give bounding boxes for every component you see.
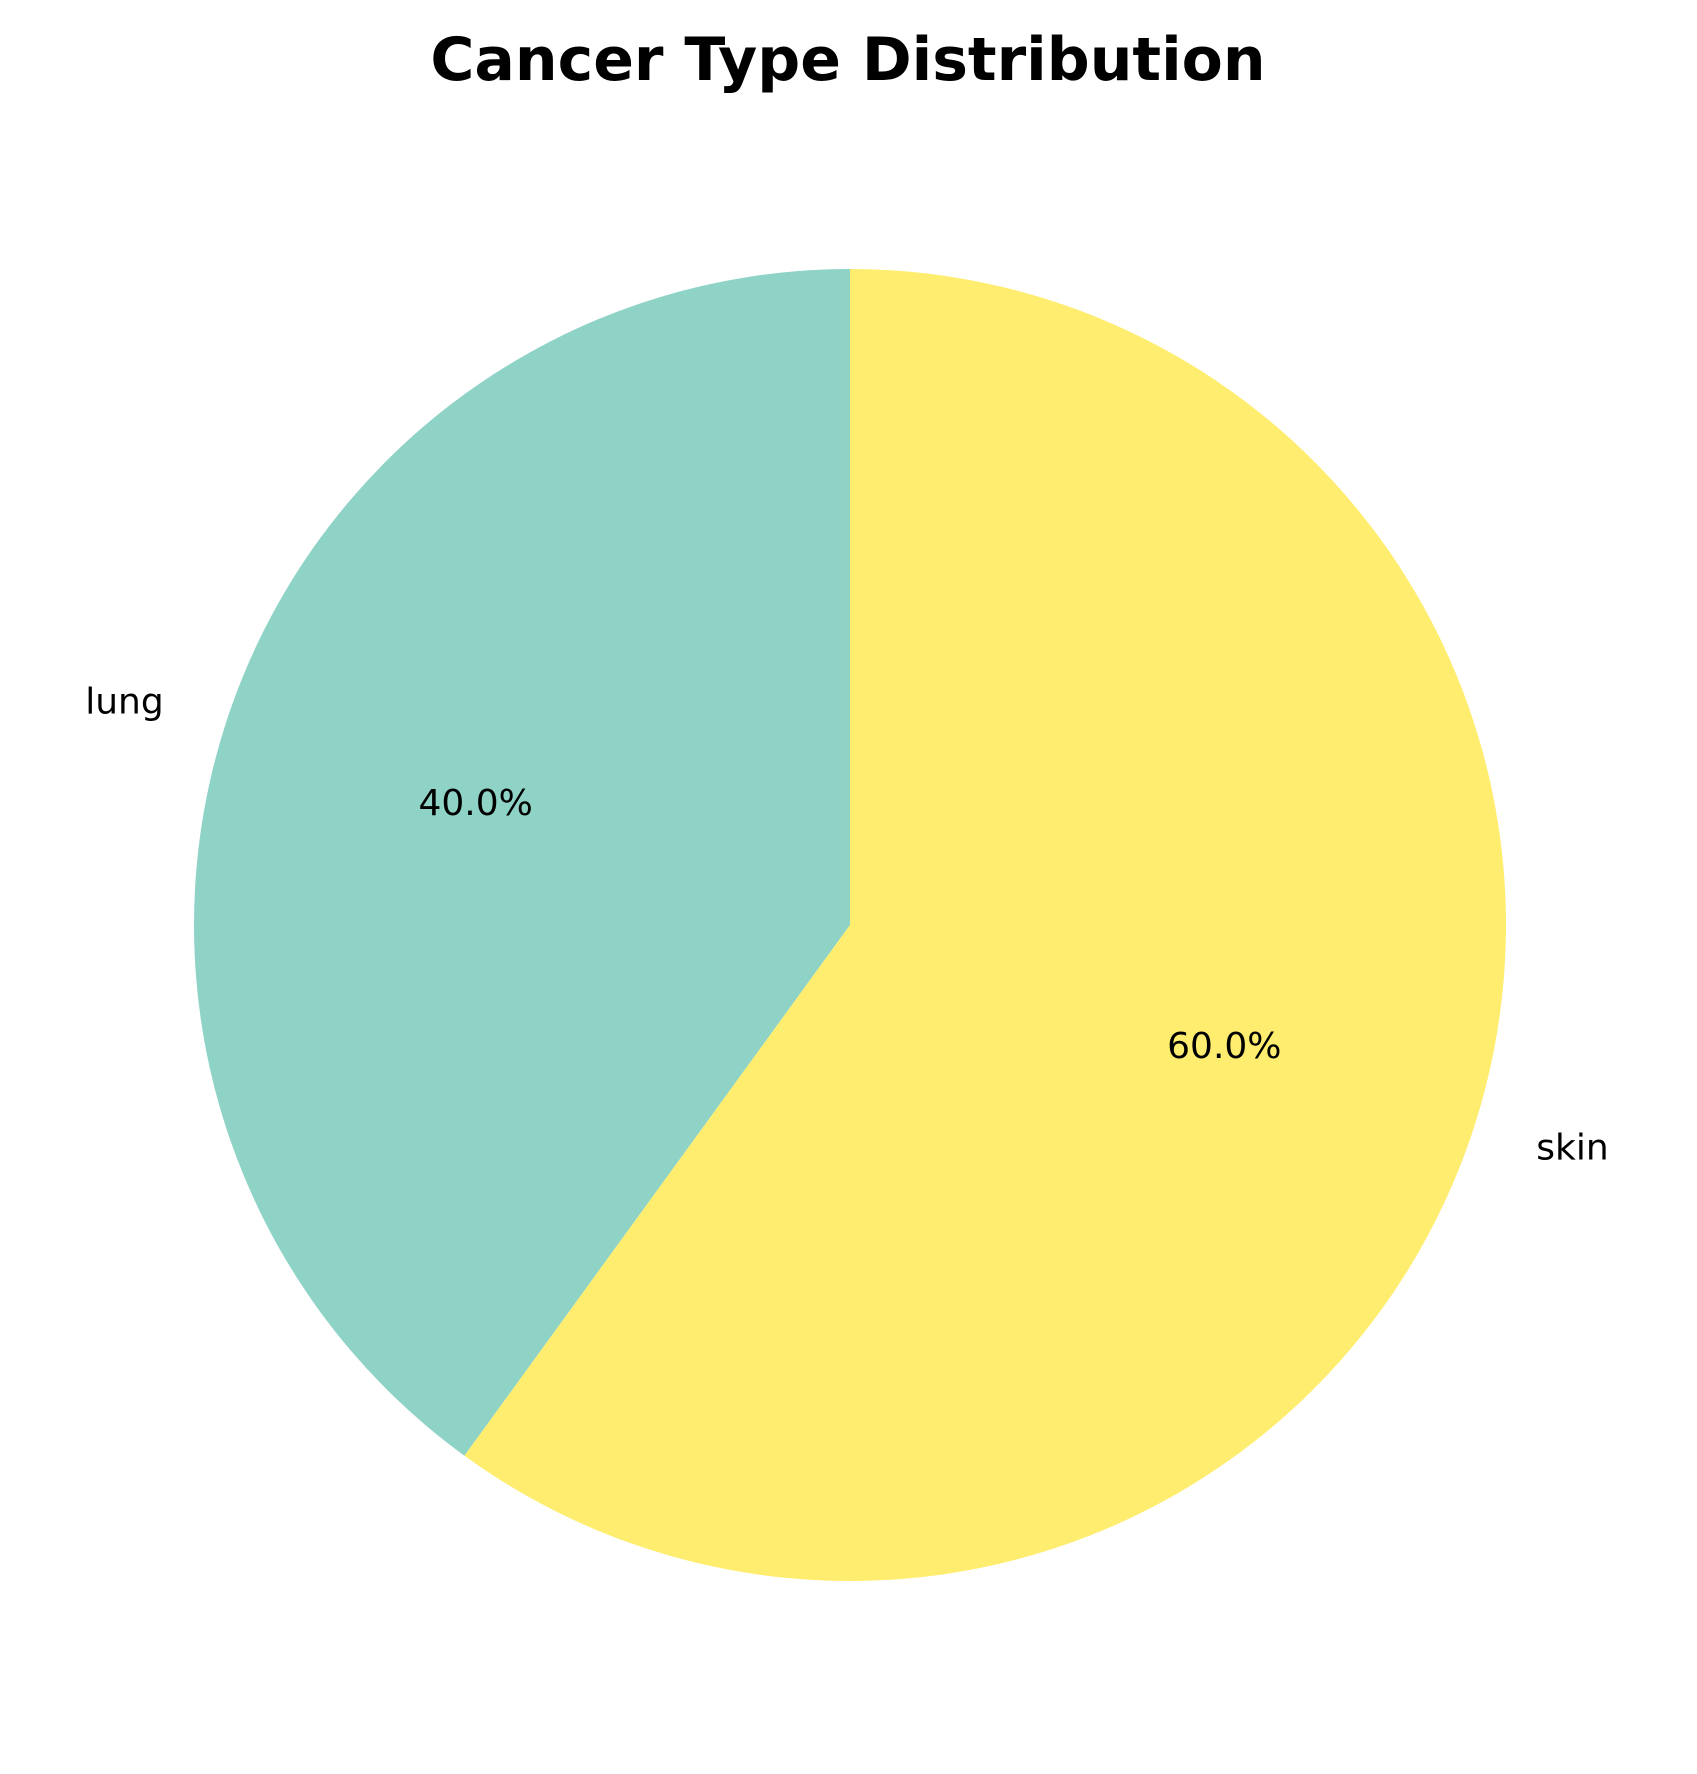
slice-label-skin: skin (1536, 1127, 1608, 1168)
pie-slice-skin (464, 269, 1507, 1581)
pct-label-lung: 40.0% (418, 783, 532, 824)
pie-labels: 40.0% lung 60.0% skin (85, 682, 1608, 1169)
pct-label-skin: 60.0% (1167, 1026, 1281, 1067)
pie-slices (194, 269, 1507, 1581)
pie-slice-lung (194, 269, 850, 1456)
chart-title: Cancer Type Distribution (430, 25, 1265, 95)
slice-label-lung: lung (85, 682, 164, 723)
